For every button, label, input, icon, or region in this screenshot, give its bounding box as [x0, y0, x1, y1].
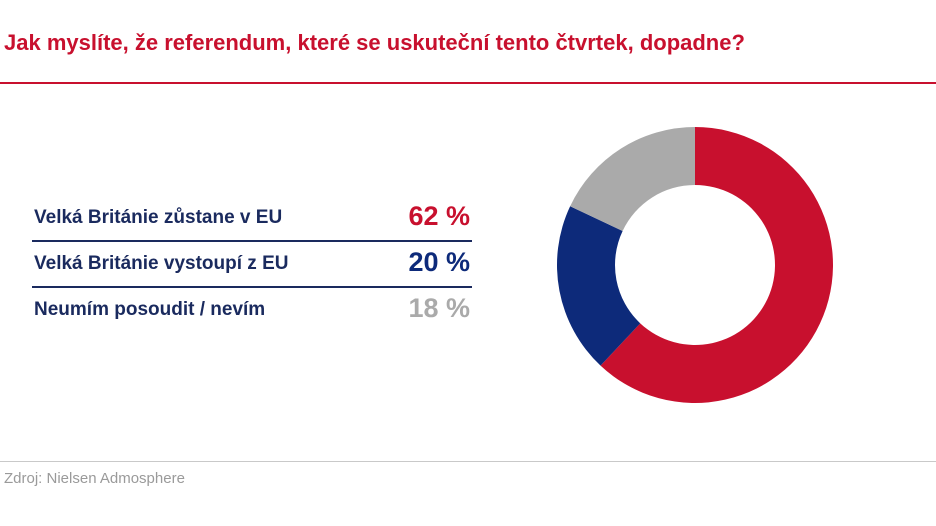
footer-divider [0, 461, 936, 462]
legend-value-remain: 62 % [408, 201, 470, 231]
donut-slice-leave [557, 206, 641, 366]
donut-chart [557, 127, 833, 403]
chart-legend: Velká Británie zůstane v EU 62 % Velká B… [32, 196, 472, 334]
legend-value-leave: 20 % [408, 247, 470, 277]
source-note: Zdroj: Nielsen Admosphere [4, 470, 185, 487]
donut-slice-undecided [570, 127, 695, 231]
legend-row-leave: Velká Británie vystoupí z EU 20 % [32, 242, 472, 288]
legend-value-undecided: 18 % [408, 293, 470, 323]
legend-label-remain: Velká Británie zůstane v EU [34, 207, 283, 228]
legend-label-leave: Velká Británie vystoupí z EU [34, 253, 289, 274]
legend-row-undecided: Neumím posoudit / nevím 18 % [32, 288, 472, 334]
donut-slice-remain [600, 127, 833, 403]
legend-row-remain: Velká Británie zůstane v EU 62 % [32, 196, 472, 242]
legend-label-undecided: Neumím posoudit / nevím [34, 299, 266, 320]
page-title: Jak myslíte, že referendum, které se usk… [4, 30, 745, 55]
title-divider [0, 82, 936, 84]
